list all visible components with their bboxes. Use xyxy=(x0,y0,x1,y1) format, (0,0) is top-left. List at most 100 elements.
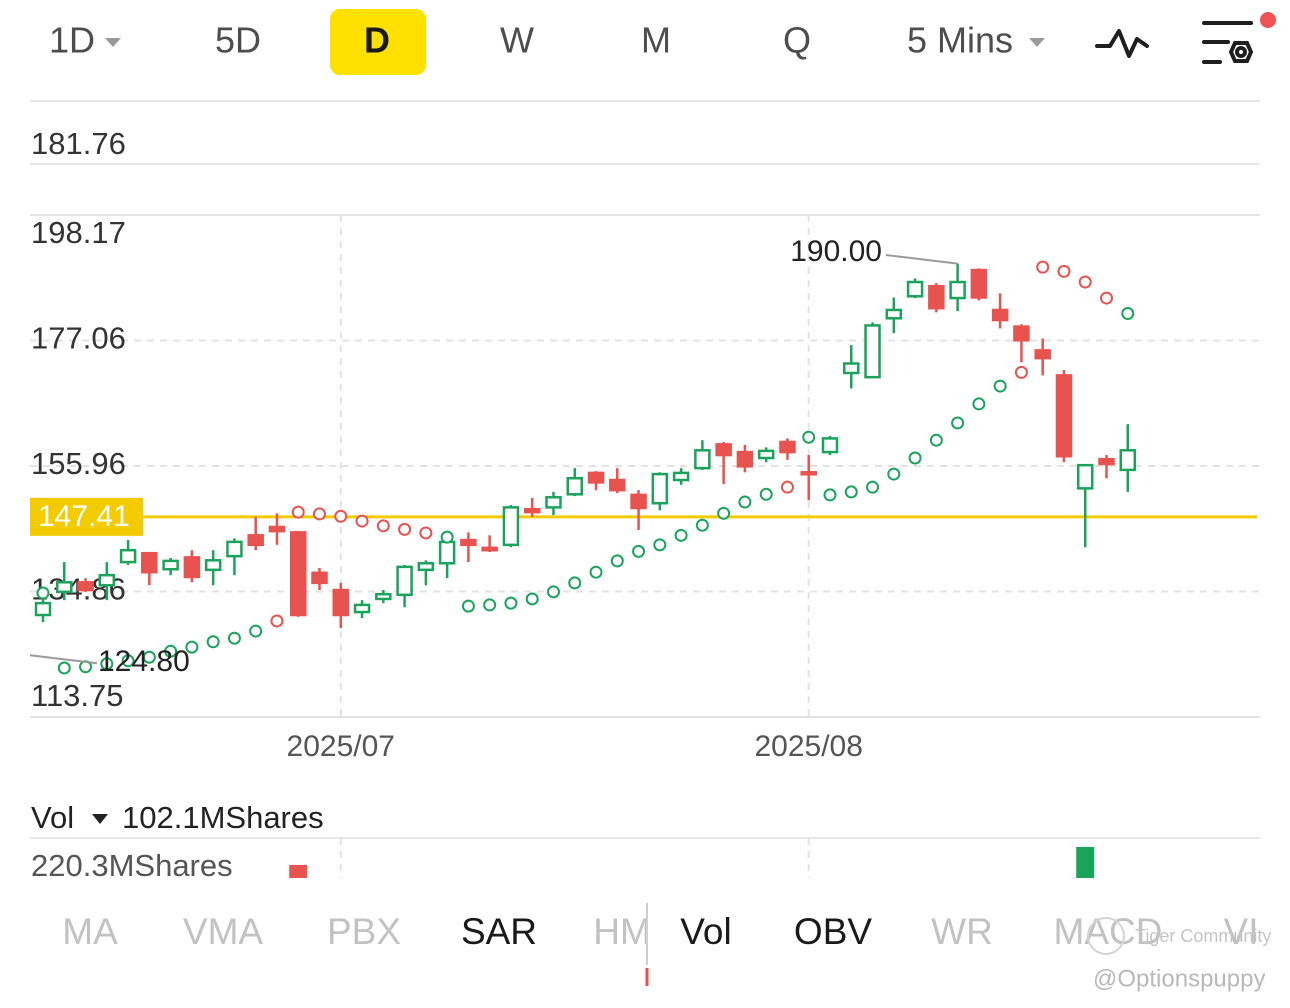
sar-dot xyxy=(823,488,837,502)
candle-body xyxy=(928,284,945,310)
candle-body xyxy=(736,450,754,468)
y-tick-label: 155.96 xyxy=(31,446,126,481)
candle-body xyxy=(587,471,605,484)
candle-body xyxy=(566,476,583,496)
candle-body xyxy=(609,478,626,492)
timeframe-tab[interactable]: D xyxy=(364,20,390,61)
sar-dot xyxy=(866,480,880,494)
sar-dot xyxy=(376,519,390,533)
candle-body xyxy=(481,546,498,552)
volume-max-label: 220.3MShares xyxy=(31,848,233,883)
sar-dot xyxy=(759,487,773,501)
sar-dot xyxy=(802,430,816,444)
sar-dot xyxy=(887,467,901,481)
sar-dot xyxy=(972,397,986,411)
sar-dot xyxy=(398,522,412,536)
candle-body xyxy=(630,493,647,510)
candle-body xyxy=(502,506,520,547)
watermark: Tiger Community xyxy=(1135,926,1271,946)
indicator-tab[interactable]: HM xyxy=(593,911,651,952)
annotation-leader xyxy=(29,654,98,665)
candle-body xyxy=(183,556,201,579)
sar-dot xyxy=(206,635,220,649)
candle-body xyxy=(268,525,286,533)
indicator-tab[interactable]: WR xyxy=(931,911,993,952)
candle-body xyxy=(843,362,860,375)
sar-dot xyxy=(355,514,369,528)
candle-body xyxy=(289,531,307,617)
sar-dot xyxy=(568,576,582,590)
candle-body xyxy=(98,573,116,587)
candle-body xyxy=(757,449,775,460)
sar-dot xyxy=(653,538,667,552)
sar-dot xyxy=(674,528,688,542)
sar-dot xyxy=(100,657,114,671)
candle-body xyxy=(417,562,435,572)
y-tick-label: 113.75 xyxy=(31,678,124,713)
timeframe-tab[interactable]: M xyxy=(641,20,671,61)
dropdown-arrow[interactable] xyxy=(1029,38,1045,47)
candle-body xyxy=(864,324,881,379)
candle-body xyxy=(1013,325,1030,342)
timeframe-tab[interactable]: Q xyxy=(783,20,811,61)
indicator-tab[interactable]: SAR xyxy=(461,911,537,952)
sar-dot xyxy=(483,598,497,612)
sar-dot xyxy=(780,480,794,494)
indicator-tab[interactable]: MA xyxy=(62,911,118,952)
annotation-leader xyxy=(885,254,958,265)
settings-icon[interactable] xyxy=(1202,21,1254,64)
candle-body xyxy=(311,571,328,585)
indicator-icon[interactable] xyxy=(1095,29,1149,58)
dropdown-arrow[interactable] xyxy=(105,38,121,47)
indicator-tab[interactable]: OBV xyxy=(794,911,872,952)
dropdown-arrow[interactable] xyxy=(92,814,108,824)
indicator-tab[interactable]: VMA xyxy=(183,911,264,952)
candle-body xyxy=(247,534,264,547)
candle-body xyxy=(34,601,52,617)
volume-current: 102.1MShares xyxy=(122,800,324,835)
timeframe-tab[interactable]: W xyxy=(500,20,534,61)
top-price-label: 181.76 xyxy=(31,126,126,161)
y-tick-label: 177.06 xyxy=(31,321,126,356)
sar-dot xyxy=(738,495,752,509)
candle-body xyxy=(56,581,73,594)
candle-body xyxy=(119,548,137,564)
indicator-tabs: MA VMA PBX SAR HM xyxy=(62,911,651,952)
candle-body xyxy=(651,472,669,505)
watermark-logo xyxy=(1087,917,1125,955)
candle-body xyxy=(694,449,711,470)
candle-body xyxy=(523,507,541,514)
price-tag-label: 147.41 xyxy=(38,500,130,533)
sar-dot xyxy=(589,565,603,579)
timeframe-tab[interactable]: 5 Mins xyxy=(907,20,1013,61)
sar-dot xyxy=(461,599,475,613)
indicator-tab[interactable]: PBX xyxy=(327,911,401,952)
active-tab-highlight xyxy=(330,9,426,75)
indicator-tab[interactable]: Vol xyxy=(680,911,731,952)
candle-body xyxy=(545,496,562,509)
candle-body xyxy=(1055,374,1073,458)
candle-body xyxy=(204,559,222,572)
candle-body xyxy=(226,540,243,558)
sar-dot xyxy=(504,596,518,610)
candle-body xyxy=(460,538,477,547)
sar-dot xyxy=(929,433,943,447)
volume-bar xyxy=(289,864,308,878)
candle-body xyxy=(1076,463,1094,490)
sar-dot xyxy=(993,379,1007,393)
timeframe-tab[interactable]: 1D xyxy=(49,20,95,61)
timeframe-tab[interactable]: 5D xyxy=(215,20,261,61)
candle-body xyxy=(1098,457,1115,466)
sar-dot xyxy=(57,661,71,675)
sar-dot xyxy=(1036,260,1050,274)
sar-dot xyxy=(610,554,624,568)
sar-dot xyxy=(121,654,135,668)
y-tick-label: 198.17 xyxy=(31,215,126,250)
sar-dot xyxy=(142,650,156,664)
sar-dot xyxy=(270,614,284,628)
sar-dot xyxy=(1078,275,1092,289)
indicator-tab[interactable]: VI xyxy=(1224,911,1259,952)
volume-label[interactable]: Vol xyxy=(31,800,74,835)
sar-dot xyxy=(1121,307,1135,321)
